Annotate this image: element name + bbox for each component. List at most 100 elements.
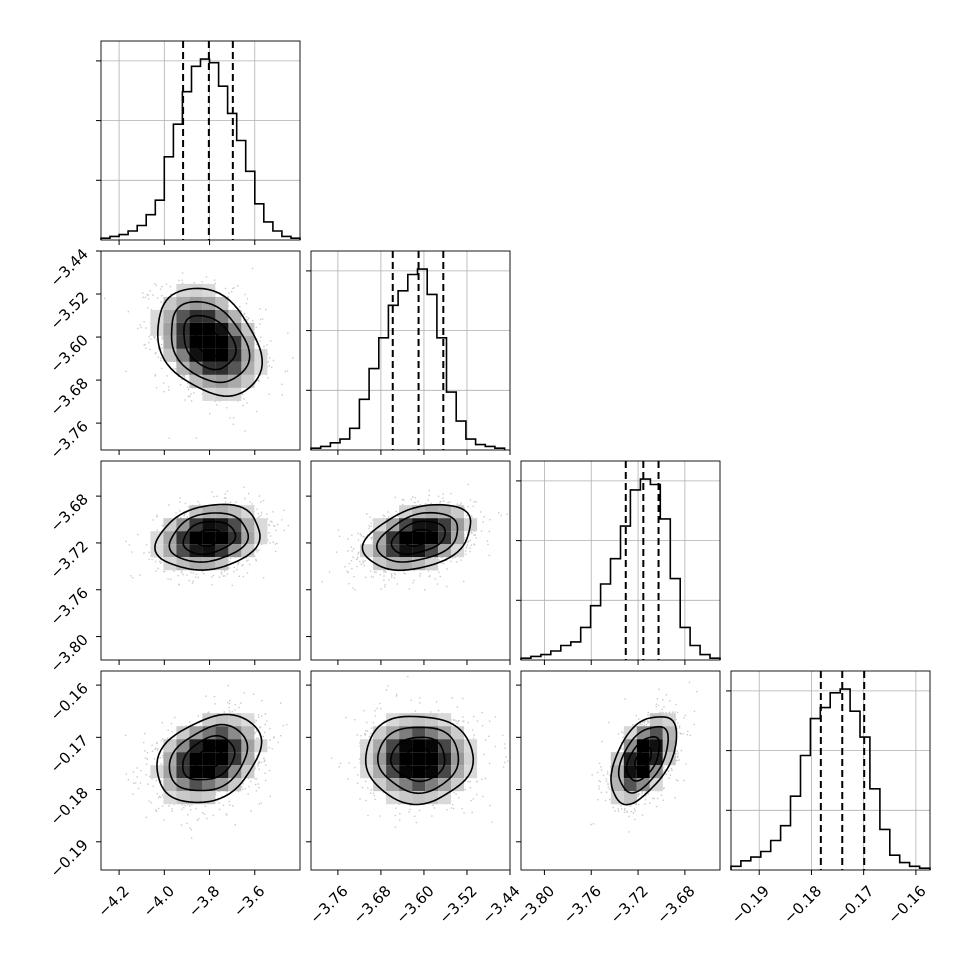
contour-level-1	[183, 314, 237, 371]
density-cell	[386, 752, 400, 766]
density-cell	[360, 752, 374, 766]
x-tick-label-1-4: −3.44	[479, 882, 524, 927]
density-cell	[241, 544, 255, 558]
x-tick-label-1-0: −3.76	[306, 882, 351, 927]
contour-level-3	[361, 503, 472, 572]
contour-level-1	[182, 520, 237, 556]
density-cell	[215, 739, 229, 753]
contour-level-3	[154, 503, 261, 571]
density-cell	[163, 309, 177, 323]
histogram-panel-1	[306, 250, 511, 455]
x-tick-label-3-1: −0.18	[780, 882, 825, 927]
contour-level-2	[170, 300, 251, 384]
x-tick-label-1-2: −3.60	[392, 882, 437, 927]
x-tick-label-1-3: −3.52	[435, 882, 480, 927]
density-cell	[438, 739, 452, 753]
density-cell	[373, 765, 387, 779]
density-cell	[438, 765, 452, 779]
density-cell	[228, 374, 242, 388]
density-cell	[163, 348, 177, 362]
contour-level-3	[156, 713, 263, 804]
histogram-step-1	[310, 268, 506, 450]
density-cell	[386, 518, 400, 532]
histogram-panel-0	[96, 40, 301, 245]
density-cell	[386, 765, 400, 779]
density-cell	[176, 322, 190, 336]
density-cell	[202, 778, 216, 792]
contour-level-3	[364, 715, 475, 806]
density-cell	[412, 752, 426, 766]
density-cell	[636, 752, 650, 766]
density-cell	[386, 778, 400, 792]
contour-level-0	[404, 528, 433, 547]
density-cell	[412, 544, 426, 558]
density-cell	[215, 518, 229, 532]
y-tick-label-2-3: −3.68	[47, 490, 92, 535]
x-tick-label-2-1: −3.76	[560, 882, 605, 927]
x-tick-label-0-1: −4.0	[140, 882, 178, 920]
density-cell	[386, 544, 400, 558]
contour-level-3	[157, 287, 264, 398]
density-cell	[189, 335, 203, 349]
y-tick-label-2-2: −3.72	[47, 537, 92, 582]
density-cell	[189, 557, 203, 571]
contour-level-0	[634, 746, 652, 771]
density-cell	[228, 361, 242, 375]
density-cell	[202, 505, 216, 519]
panel-frame	[100, 250, 301, 451]
density-cell	[241, 361, 255, 375]
density-cell	[202, 557, 216, 571]
contour-level-1	[625, 735, 661, 782]
density-cell	[399, 557, 413, 571]
density-cell	[215, 505, 229, 519]
density-cell	[412, 791, 426, 805]
panel-background	[101, 41, 300, 240]
density-cell	[189, 296, 203, 310]
density-cell	[425, 765, 439, 779]
density-cell	[215, 296, 229, 310]
y-tick-label-3-1: −0.18	[47, 784, 92, 829]
density-cell	[386, 739, 400, 753]
density-cell	[202, 531, 216, 545]
panel-frame	[100, 40, 301, 241]
density-cell	[189, 283, 203, 297]
density-cell	[228, 739, 242, 753]
density-cell	[150, 322, 164, 336]
density-cell	[412, 739, 426, 753]
density-cell	[623, 791, 637, 805]
density-cell	[412, 765, 426, 779]
density-cell	[202, 374, 216, 388]
density-cell	[163, 335, 177, 349]
contour-level-0	[195, 746, 223, 771]
y-tick-label-2-1: −3.76	[47, 584, 92, 629]
x-tick-label-3-0: −0.19	[728, 882, 773, 927]
x-tick-label-0-3: −3.6	[230, 882, 268, 920]
y-tick-label-3-2: −0.17	[47, 731, 92, 776]
scatter-panel-1-2	[306, 460, 511, 665]
x-tick-label-1-1: −3.68	[349, 882, 394, 927]
density-cell	[241, 752, 255, 766]
density-cell	[649, 778, 663, 792]
contour-level-2	[375, 511, 459, 563]
density-cell	[202, 335, 216, 349]
scatter-panel-2-3	[516, 670, 721, 875]
density-cell	[215, 765, 229, 779]
density-cell	[241, 374, 255, 388]
histogram-step-3	[730, 688, 931, 870]
density-cell	[189, 544, 203, 558]
density-cell	[163, 791, 177, 805]
density-cell	[610, 765, 624, 779]
x-tick-label-0-0: −4.2	[94, 882, 132, 920]
scatter-panel-0-2	[96, 460, 301, 665]
density-cell	[215, 387, 229, 401]
density-cell	[649, 713, 663, 727]
density-cell	[215, 557, 229, 571]
density-cell	[189, 791, 203, 805]
panel-frame	[310, 670, 511, 871]
density-cell	[399, 791, 413, 805]
density-cell	[425, 713, 439, 727]
contour-level-1	[390, 520, 446, 556]
contour-level-1	[182, 734, 236, 781]
